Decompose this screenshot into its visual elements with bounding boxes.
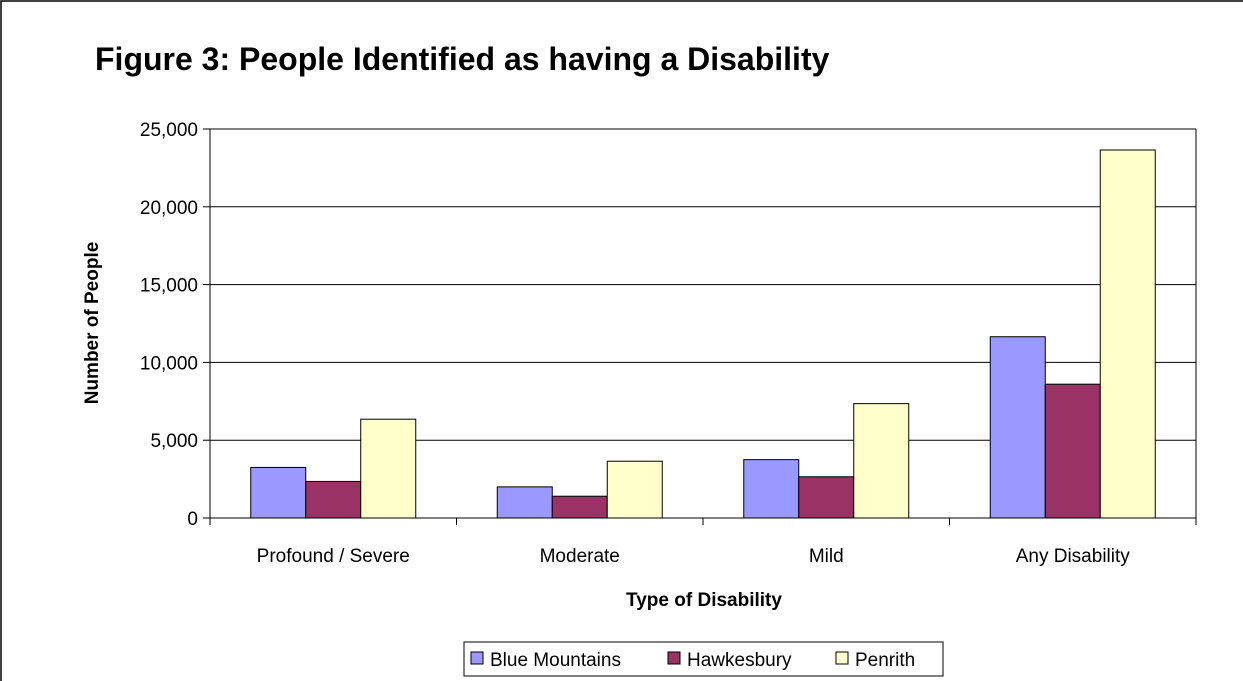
y-tick-label: 25,000 [140,120,198,141]
x-axis-title: Type of Disability [626,590,782,611]
y-tick-label: 10,000 [140,353,198,374]
legend-label: Hawkesbury [687,650,792,671]
legend-swatch [470,651,484,665]
x-tick-labels: Profound / Severe Moderate Mild Any Disabil… [257,546,1131,567]
y-tick-label: 5,000 [150,431,198,452]
legend-box [463,641,944,677]
legend-label: Blue Mountains [490,650,621,671]
bar [1099,149,1156,519]
x-tick-label: Mild [809,546,844,567]
x-tick-label: Profound / Severe [257,546,410,567]
legend: Blue Mountains Hawkesbury Penrith [463,641,944,677]
legend-swatch [667,651,681,665]
x-tick-label: Moderate [540,546,620,567]
y-axis-title: Number of People [82,242,103,405]
y-tick-label: 15,000 [140,276,198,297]
bar [606,460,663,519]
axes [203,128,1197,525]
legend-swatch [835,651,849,665]
bar [853,403,910,519]
y-tick-label: 20,000 [140,198,198,219]
bar [743,459,800,519]
y-tick-label: 0 [187,509,198,530]
bar [1044,383,1101,519]
bars [250,149,1156,519]
chart-title: Figure 3: People Identified as having a … [95,41,830,77]
bar [250,466,307,519]
bar [989,336,1046,519]
y-tick-labels: 0 5,000 10,000 15,000 20,000 25,000 [140,120,198,530]
bar [798,476,855,519]
legend-label: Penrith [855,650,915,671]
bar [360,418,417,519]
bar [496,486,553,519]
bar [305,480,362,519]
x-tick-label: Any Disability [1016,546,1131,567]
bar [551,495,608,519]
